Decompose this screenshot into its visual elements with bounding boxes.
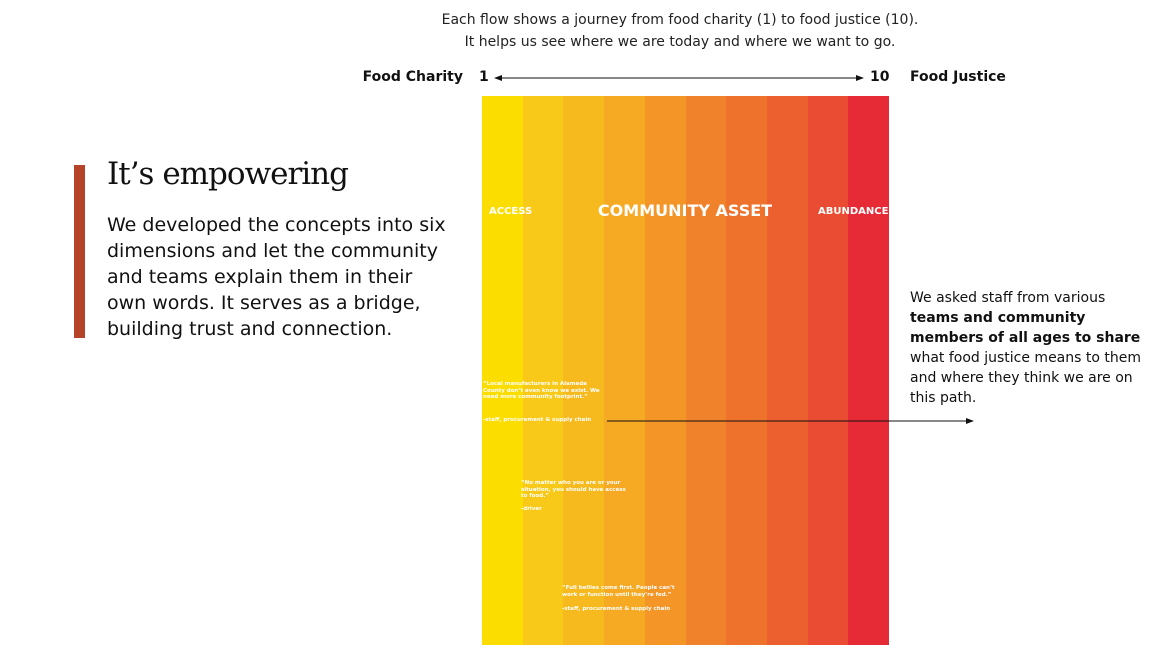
scale-label: Food Justice bbox=[910, 69, 1006, 85]
note-text: what food justice means to them and wher… bbox=[910, 350, 1141, 406]
note-bold: teams and community members of all ages … bbox=[910, 310, 1141, 346]
caption: It helps us see where we are today and w… bbox=[464, 34, 896, 50]
scale-value: 1 bbox=[479, 69, 489, 85]
scale-label: Food Charity bbox=[362, 69, 463, 85]
stripe bbox=[482, 96, 523, 645]
quote: “No matter who you are or your situation… bbox=[521, 480, 626, 499]
caption: Each flow shows a journey from food char… bbox=[441, 12, 919, 28]
body-text: We developed the concepts into six dimen… bbox=[107, 214, 446, 340]
quote: “Full bellies come first. People can’t w… bbox=[562, 585, 675, 598]
stripe bbox=[604, 96, 645, 645]
quote: “Local manufacturers in Alameda County d… bbox=[483, 381, 600, 400]
stripe bbox=[807, 96, 849, 645]
quote-attribution: -staff, procurement & supply chain bbox=[483, 417, 592, 423]
accent-bar bbox=[74, 165, 85, 338]
stripe bbox=[766, 96, 808, 645]
quote-attribution: -driver bbox=[521, 506, 542, 512]
quote-attribution: -staff, procurement & supply chain bbox=[562, 606, 671, 612]
stripe bbox=[522, 96, 564, 645]
panel-label: ABUNDANCE bbox=[818, 206, 889, 217]
panel-title: COMMUNITY ASSET bbox=[597, 201, 773, 220]
scale-value: 10 bbox=[870, 69, 890, 85]
stripe bbox=[685, 96, 727, 645]
note: We asked staff from various teams and co… bbox=[910, 288, 1150, 408]
stripe bbox=[848, 96, 890, 645]
stripe bbox=[726, 96, 767, 645]
gradient-panel bbox=[482, 96, 890, 645]
note-text: We asked staff from various bbox=[910, 290, 1106, 306]
stripe bbox=[644, 96, 686, 645]
panel-label: ACCESS bbox=[489, 206, 533, 217]
stripe bbox=[563, 96, 605, 645]
heading: It’s empowering bbox=[107, 156, 349, 192]
